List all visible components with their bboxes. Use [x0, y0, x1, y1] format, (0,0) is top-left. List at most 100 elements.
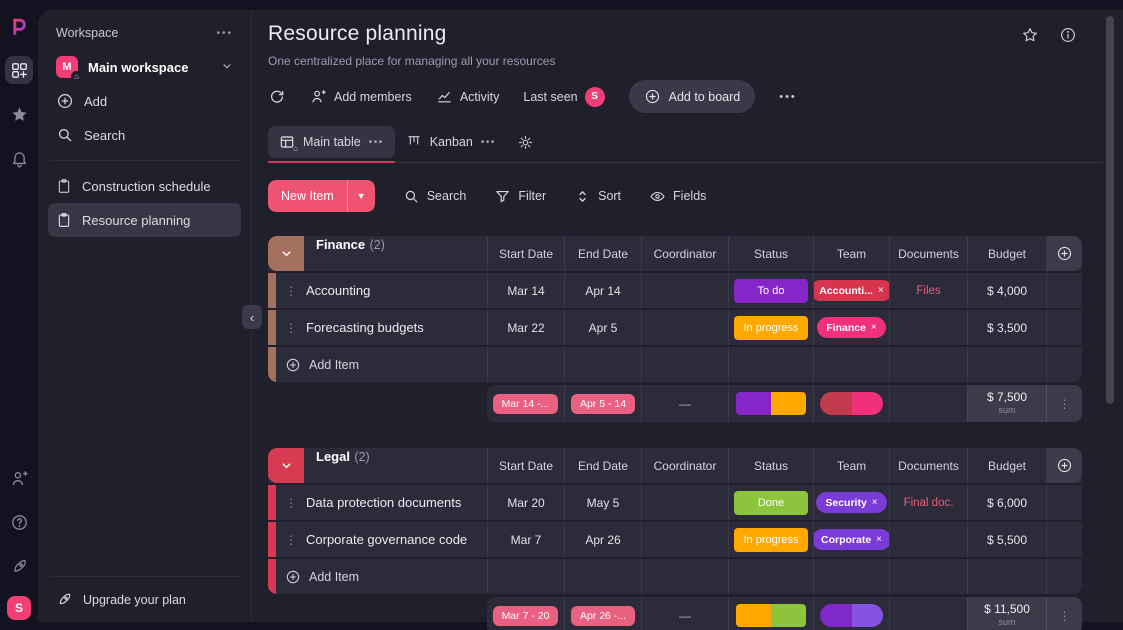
sidebar-collapse-button[interactable]: ‹ — [242, 305, 262, 329]
column-header-coordinator[interactable]: Coordinator — [641, 448, 728, 483]
boards-grid-icon[interactable] — [5, 56, 33, 84]
column-header-end-date[interactable]: End Date — [564, 236, 641, 271]
coordinator-cell[interactable] — [641, 310, 728, 345]
end-date-range-pill[interactable]: Apr 5 - 14 — [570, 393, 636, 414]
row-menu-dots-icon[interactable]: ⋮ — [285, 495, 297, 510]
help-icon[interactable] — [5, 508, 33, 536]
budget-cell[interactable]: $ 4,000 — [967, 273, 1046, 308]
status-badge[interactable]: To do — [734, 278, 808, 303]
status-badge[interactable]: In progress — [734, 527, 808, 552]
column-header-team[interactable]: Team — [813, 448, 889, 483]
column-header-team[interactable]: Team — [813, 236, 889, 271]
search-button[interactable]: Search — [403, 188, 466, 205]
remove-tag-icon[interactable]: × — [870, 322, 877, 333]
summary-menu-dots-icon[interactable]: ⋮ — [1046, 597, 1082, 630]
team-cell[interactable]: Accounti... × — [813, 273, 889, 308]
documents-cell[interactable]: Final doc. — [889, 485, 967, 520]
budget-cell[interactable]: $ 5,500 — [967, 522, 1046, 557]
column-header-coordinator[interactable]: Coordinator — [641, 236, 728, 271]
documents-cell[interactable] — [889, 522, 967, 557]
team-distribution-bar[interactable] — [820, 604, 883, 627]
column-header-documents[interactable]: Documents — [889, 236, 967, 271]
documents-cell[interactable] — [889, 310, 967, 345]
document-link[interactable]: Files — [916, 284, 941, 297]
column-header-budget[interactable]: Budget — [967, 448, 1046, 483]
views-settings-gear-icon[interactable] — [517, 134, 534, 151]
end-date-cell[interactable]: Apr 26 — [564, 522, 641, 557]
group-name[interactable]: Legal — [316, 449, 350, 464]
coordinator-cell[interactable] — [641, 522, 728, 557]
add-item-button[interactable]: Add Item — [276, 559, 487, 594]
team-badge[interactable]: Corporate × — [814, 529, 889, 550]
add-column-button[interactable] — [1046, 236, 1082, 271]
tab-menu-dots-icon[interactable]: ••• — [368, 136, 384, 148]
column-header-start-date[interactable]: Start Date — [487, 448, 564, 483]
user-avatar[interactable]: S — [7, 596, 31, 620]
column-header-start-date[interactable]: Start Date — [487, 236, 564, 271]
tab-main-table[interactable]: ⌂ Main table ••• — [268, 126, 395, 163]
add-to-board-button[interactable]: Add to board — [628, 80, 756, 113]
tab-menu-dots-icon[interactable]: ••• — [480, 136, 496, 148]
item-name-cell[interactable]: ⋮ Accounting — [285, 283, 371, 298]
start-date-cell[interactable]: Mar 20 — [487, 485, 564, 520]
end-date-cell[interactable]: Apr 14 — [564, 273, 641, 308]
sidebar-item-board-resource[interactable]: Resource planning — [48, 203, 241, 237]
last-seen[interactable]: Last seen S — [523, 86, 605, 107]
coordinator-cell[interactable] — [641, 485, 728, 520]
favorite-star-icon[interactable] — [1021, 26, 1039, 49]
remove-tag-icon[interactable]: × — [871, 497, 878, 508]
team-badge[interactable]: Security × — [816, 492, 887, 513]
item-name-cell[interactable]: ⋮ Forecasting budgets — [285, 320, 424, 335]
status-badge[interactable]: Done — [734, 490, 808, 515]
summary-menu-dots-icon[interactable]: ⋮ — [1046, 385, 1082, 422]
row-menu-dots-icon[interactable]: ⋮ — [285, 320, 297, 335]
tab-kanban[interactable]: Kanban ••• — [395, 126, 507, 158]
workspace-menu-dots-icon[interactable]: ••• — [216, 27, 233, 39]
new-item-caret-icon[interactable]: ▼ — [346, 180, 375, 212]
favorites-star-icon[interactable] — [5, 100, 33, 128]
status-cell[interactable]: In progress — [728, 310, 813, 345]
board-info-icon[interactable] — [1059, 26, 1077, 49]
team-cell[interactable]: Security × — [813, 485, 889, 520]
board-menu-dots-icon[interactable]: ••• — [779, 90, 797, 103]
add-column-button[interactable] — [1046, 448, 1082, 483]
item-name-cell[interactable]: ⋮ Data protection documents — [285, 495, 462, 510]
group-name[interactable]: Finance — [316, 237, 366, 252]
fields-button[interactable]: Fields — [649, 188, 706, 205]
start-date-cell[interactable]: Mar 14 — [487, 273, 564, 308]
item-name-cell[interactable]: ⋮ Corporate governance code — [285, 532, 468, 547]
start-date-range-pill[interactable]: Mar 14 -... — [492, 393, 559, 414]
status-distribution-bar[interactable] — [735, 604, 807, 627]
end-date-range-pill[interactable]: Apr 26 -... — [570, 605, 636, 626]
activity-button[interactable]: Activity — [436, 88, 499, 105]
team-badge[interactable]: Finance × — [817, 317, 886, 338]
sidebar-item-add[interactable]: Add — [48, 84, 241, 118]
sidebar-item-board-construction[interactable]: Construction schedule — [48, 169, 241, 203]
sidebar-item-search[interactable]: Search — [48, 118, 241, 152]
remove-tag-icon[interactable]: × — [877, 285, 884, 296]
end-date-cell[interactable]: May 5 — [564, 485, 641, 520]
coordinator-cell[interactable] — [641, 273, 728, 308]
new-item-button[interactable]: New Item ▼ — [268, 180, 375, 212]
status-cell[interactable]: To do — [728, 273, 813, 308]
add-members-button[interactable]: Add members — [310, 88, 412, 105]
start-date-cell[interactable]: Mar 7 — [487, 522, 564, 557]
document-link[interactable]: Final doc. — [903, 496, 954, 509]
team-cell[interactable]: Finance × — [813, 310, 889, 345]
start-date-cell[interactable]: Mar 22 — [487, 310, 564, 345]
notifications-bell-icon[interactable] — [5, 144, 33, 172]
column-header-status[interactable]: Status — [728, 448, 813, 483]
column-header-budget[interactable]: Budget — [967, 236, 1046, 271]
status-cell[interactable]: In progress — [728, 522, 813, 557]
column-header-documents[interactable]: Documents — [889, 448, 967, 483]
workspace-switcher[interactable]: M ⌂ Main workspace — [48, 50, 241, 84]
team-badge[interactable]: Accounti... × — [814, 280, 889, 301]
budget-cell[interactable]: $ 3,500 — [967, 310, 1046, 345]
integrations-sync-icon[interactable] — [268, 88, 286, 106]
status-badge[interactable]: In progress — [734, 315, 808, 340]
column-header-status[interactable]: Status — [728, 236, 813, 271]
documents-cell[interactable]: Files — [889, 273, 967, 308]
last-seen-avatar[interactable]: S — [584, 86, 605, 107]
sort-button[interactable]: Sort — [574, 188, 621, 205]
upgrade-plan-link[interactable]: Upgrade your plan — [48, 587, 241, 612]
